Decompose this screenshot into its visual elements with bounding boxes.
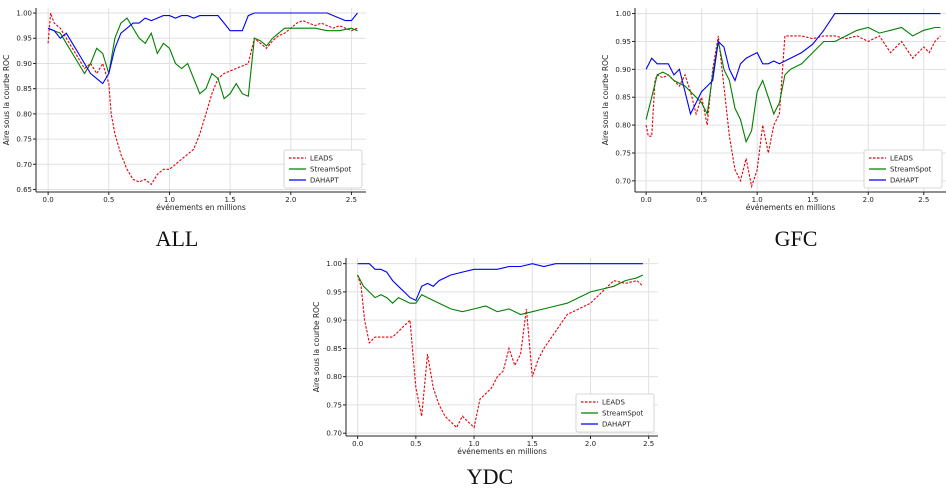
gfc-ytick-label: 0.70 — [615, 177, 631, 185]
ydc-legend: LEADS StreamSpot DAHAPT — [575, 393, 655, 433]
gfc-xtick-label: 0.0 — [641, 196, 652, 204]
gfc-xtick-label: 1.5 — [807, 196, 818, 204]
gfc-series-dahapt — [645, 13, 941, 116]
all-series-streamspot — [47, 17, 358, 100]
all-series-leads — [47, 12, 358, 186]
all-legend-box — [283, 149, 363, 189]
ydc-grid — [346, 258, 658, 436]
caption-ydc: YDC — [466, 464, 514, 489]
ydc-ytick-label: 0.90 — [326, 317, 342, 325]
gfc-ylabel: Aire sous la courbe ROC — [601, 55, 610, 145]
ydc-ylabel: Aire sous la courbe ROC — [312, 302, 321, 392]
gfc-ytick-label: 0.75 — [615, 149, 631, 157]
ydc-series-dahapt — [357, 263, 643, 302]
all-xlabel: événements en millions — [156, 203, 246, 212]
chart-gfc-svg: 0.0 0.5 1.0 1.5 2.0 2.5 0.70 0.75 0.80 0.85 0.90 0.… — [601, 8, 946, 212]
chart-all-svg: 0.0 0.5 1.0 1.5 2.0 2.5 0.65 0.70 0.75 0.80 0.85 0.… — [2, 8, 366, 212]
ydc-xtick-label: 0.5 — [410, 440, 421, 448]
ydc-legend-label: DAHAPT — [602, 421, 631, 429]
all-ytick-label: 0.85 — [16, 85, 32, 93]
all-xtick-label: 2.0 — [285, 196, 296, 204]
all-ytick-label: 0.75 — [16, 136, 32, 144]
ydc-ytick-label: 0.80 — [326, 373, 342, 381]
all-ytick-label: 0.90 — [16, 60, 32, 68]
gfc-legend-label: DAHAPT — [890, 177, 919, 185]
ydc-xtick-label: 2.0 — [585, 440, 596, 448]
gfc-ytick-label: 0.85 — [615, 94, 631, 102]
gfc-ytick-label: 1.00 — [615, 10, 631, 18]
all-xtick-label: 0.0 — [43, 196, 54, 204]
gfc-xtick-label: 2.0 — [863, 196, 874, 204]
ydc-xtick-label: 1.0 — [468, 440, 479, 448]
all-ytick-label: 0.65 — [16, 186, 32, 194]
ydc-ytick-label: 0.95 — [326, 288, 342, 296]
gfc-ytick-label: 0.80 — [615, 122, 631, 130]
ydc-ytick-label: 0.75 — [326, 401, 342, 409]
all-legend-label: DAHAPT — [310, 177, 339, 185]
ydc-ytick-label: 0.70 — [326, 430, 342, 438]
gfc-xtick-label: 1.0 — [752, 196, 763, 204]
all-xtick-label: 0.5 — [103, 196, 114, 204]
gfc-legend: LEADS StreamSpot DAHAPT — [863, 149, 943, 189]
all-ytick-label: 0.70 — [16, 161, 32, 169]
ydc-legend-label: LEADS — [602, 399, 626, 407]
ydc-legend-label: StreamSpot — [602, 410, 643, 418]
all-legend: LEADS StreamSpot DAHAPT — [283, 149, 363, 189]
ydc-ytick-label: 0.85 — [326, 345, 342, 353]
ydc-xtick-label: 1.5 — [527, 440, 538, 448]
all-series-dahapt — [47, 12, 358, 85]
gfc-ytick-label: 0.95 — [615, 38, 631, 46]
ydc-xtick-label: 2.5 — [643, 440, 654, 448]
caption-gfc: GFC — [774, 226, 818, 251]
gfc-legend-label: StreamSpot — [890, 166, 931, 174]
all-ylabel: Aire sous la courbe ROC — [2, 55, 11, 145]
ydc-xlabel: événements en millions — [457, 447, 547, 456]
gfc-xtick-label: 2.5 — [918, 196, 929, 204]
ydc-legend-box — [575, 393, 655, 433]
gfc-ytick-label: 0.90 — [615, 66, 631, 74]
chart-ydc-svg: 0.0 0.5 1.0 1.5 2.0 2.5 0.70 0.75 0.80 0.85 0.90 0.… — [312, 258, 658, 456]
ydc-xtick-label: 0.0 — [352, 440, 363, 448]
caption-all: ALL — [155, 226, 199, 251]
ydc-ytick-label: 1.00 — [326, 260, 342, 268]
all-legend-label: StreamSpot — [310, 166, 351, 174]
ydc-series-leads — [357, 274, 644, 429]
all-xtick-label: 1.0 — [164, 196, 175, 204]
all-xtick-label: 2.5 — [346, 196, 357, 204]
gfc-xtick-label: 0.5 — [696, 196, 707, 204]
ydc-series-streamspot — [357, 274, 644, 316]
gfc-legend-box — [863, 149, 943, 189]
all-legend-label: LEADS — [310, 155, 334, 163]
gfc-xlabel: événements en millions — [746, 203, 836, 212]
all-ytick-label: 1.00 — [16, 10, 32, 18]
all-xtick-label: 1.5 — [225, 196, 236, 204]
all-ytick-label: 0.80 — [16, 110, 32, 118]
all-ytick-label: 0.95 — [16, 35, 32, 43]
gfc-legend-label: LEADS — [890, 155, 914, 163]
